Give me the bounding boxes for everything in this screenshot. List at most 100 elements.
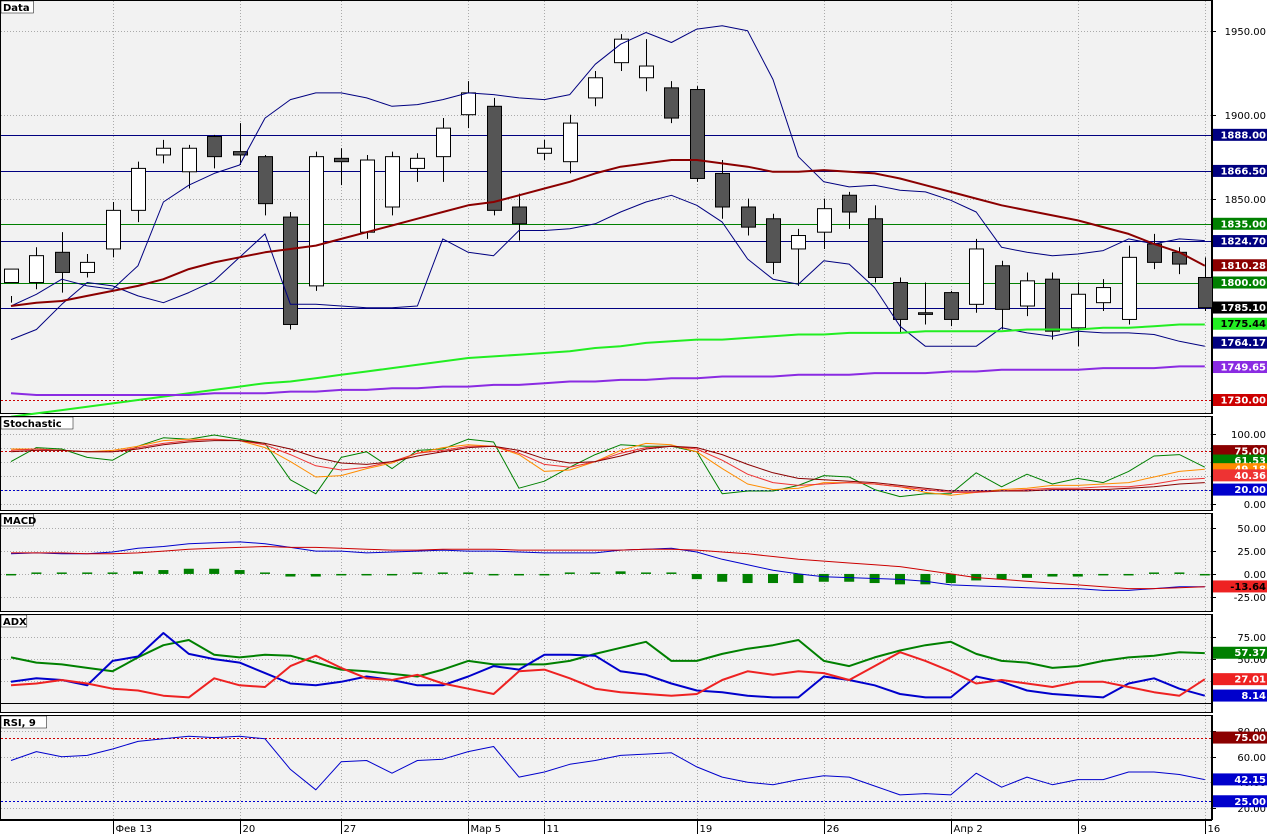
- value-tag-label: 75.00: [1234, 733, 1266, 744]
- y-tick-label: 0.00: [1244, 500, 1266, 511]
- value-tag: 57.37: [1213, 646, 1267, 659]
- candle: [944, 290, 959, 327]
- value-tag-label: 1775.44: [1220, 319, 1266, 330]
- candle-body: [258, 156, 273, 205]
- x-tick-label: 27: [344, 824, 357, 834]
- value-tag-label: 57.37: [1234, 648, 1266, 659]
- value-tag-label: -13.64: [1230, 582, 1266, 593]
- value-tag-label: 1730.00: [1220, 396, 1266, 407]
- macd-bar: [336, 573, 347, 576]
- candle-body: [918, 312, 933, 315]
- value-tag-label: 1800.00: [1220, 278, 1266, 289]
- candle-body: [461, 92, 476, 116]
- value-tag: 42.15: [1213, 773, 1267, 786]
- series-price-1: [10, 194, 1205, 347]
- candle-body: [182, 147, 197, 173]
- value-tag: 1775.44: [1213, 317, 1267, 330]
- macd-bar: [717, 573, 728, 582]
- candle-body: [664, 87, 679, 119]
- candle-body: [715, 172, 730, 208]
- value-tag: 1888.00: [1213, 128, 1267, 141]
- value-tag-label: 1810.28: [1220, 261, 1266, 272]
- value-tag-bg: [1213, 235, 1267, 248]
- candle: [614, 34, 629, 72]
- macd-bar: [234, 570, 245, 574]
- candle: [80, 253, 95, 278]
- macd-bar: [691, 573, 702, 580]
- candle-body: [1045, 278, 1060, 332]
- panel-title: ADX: [3, 617, 27, 628]
- value-tag: 1730.00: [1213, 394, 1267, 407]
- panel-title-bg: [0, 614, 28, 628]
- value-tag: 25.00: [1213, 795, 1267, 808]
- macd-bar: [996, 573, 1007, 580]
- value-tag: -13.64: [1213, 580, 1267, 593]
- candle: [29, 247, 44, 290]
- value-tag: 27.01: [1213, 673, 1267, 686]
- macd-bar: [768, 573, 778, 584]
- macd-bar: [437, 572, 448, 574]
- candle-body: [410, 157, 425, 169]
- candle: [182, 144, 197, 189]
- y-tick-label: 20.00: [1237, 804, 1266, 815]
- candle: [690, 86, 705, 182]
- value-tag-label: 42.15: [1234, 775, 1266, 786]
- y-tick-label: 75.00: [1237, 633, 1266, 644]
- x-axis-bg: [0, 820, 1268, 834]
- candle: [131, 161, 146, 223]
- panel-price: 1950.00 1900.00 1850.00 1800.00 1888.00 1866.…: [0, 0, 1268, 418]
- candle-body: [969, 248, 984, 305]
- value-tag-label: 25.00: [1234, 797, 1266, 808]
- candle: [995, 260, 1010, 330]
- candle: [639, 39, 654, 92]
- candle-body: [436, 127, 451, 158]
- value-tag-label: 1835.00: [1220, 219, 1266, 230]
- value-tag-bg: [1213, 646, 1267, 659]
- panel-stochastic: 100.0080.0060.0040.0020.000.0075.0020.00…: [0, 416, 1268, 511]
- series-adx-1: [10, 632, 1206, 699]
- candle-body: [817, 208, 832, 233]
- candle-body: [385, 156, 400, 208]
- series-adx-2: [10, 651, 1206, 699]
- y-tick-label: 100.00: [1231, 430, 1266, 441]
- candle-body: [233, 151, 248, 156]
- macd-bar: [488, 573, 499, 576]
- macd-bar: [615, 571, 626, 574]
- panel-title-bg: [0, 513, 34, 527]
- candle: [1045, 272, 1060, 340]
- value-tag: 40.36: [1213, 469, 1267, 482]
- macd-bar: [920, 573, 931, 585]
- candle: [436, 118, 451, 182]
- series-price-0: [10, 25, 1205, 307]
- candle: [791, 228, 806, 286]
- candle: [1096, 279, 1111, 312]
- macd-bar: [1047, 573, 1058, 577]
- macd-bar: [209, 568, 220, 574]
- candle-body: [334, 157, 349, 163]
- y-tick-label: -25.00: [1234, 593, 1266, 604]
- value-tag-bg: [1213, 445, 1267, 458]
- macd-bar: [641, 572, 651, 574]
- series-macd-1: [11, 546, 1205, 590]
- candle-body: [106, 209, 121, 250]
- candle: [766, 213, 781, 275]
- value-tag-bg: [1213, 469, 1267, 482]
- value-tag: 1800.00: [1213, 276, 1267, 289]
- x-tick-label: Фев 13: [116, 824, 153, 834]
- value-tag-label: 8.14: [1241, 691, 1266, 702]
- macd-bar: [31, 572, 42, 574]
- candle: [842, 191, 857, 229]
- candle-body: [4, 268, 19, 284]
- value-tag-label: 61.53: [1234, 456, 1266, 467]
- candle-body: [842, 194, 857, 213]
- candle-body: [360, 159, 375, 233]
- candle: [309, 151, 324, 291]
- candle: [537, 139, 552, 161]
- candle-body: [614, 38, 629, 64]
- value-tag: 1835.00: [1213, 217, 1267, 230]
- macd-bar: [945, 573, 956, 584]
- macd-bar: [56, 572, 67, 574]
- candle-body: [639, 65, 654, 79]
- macd-bar: [158, 570, 169, 574]
